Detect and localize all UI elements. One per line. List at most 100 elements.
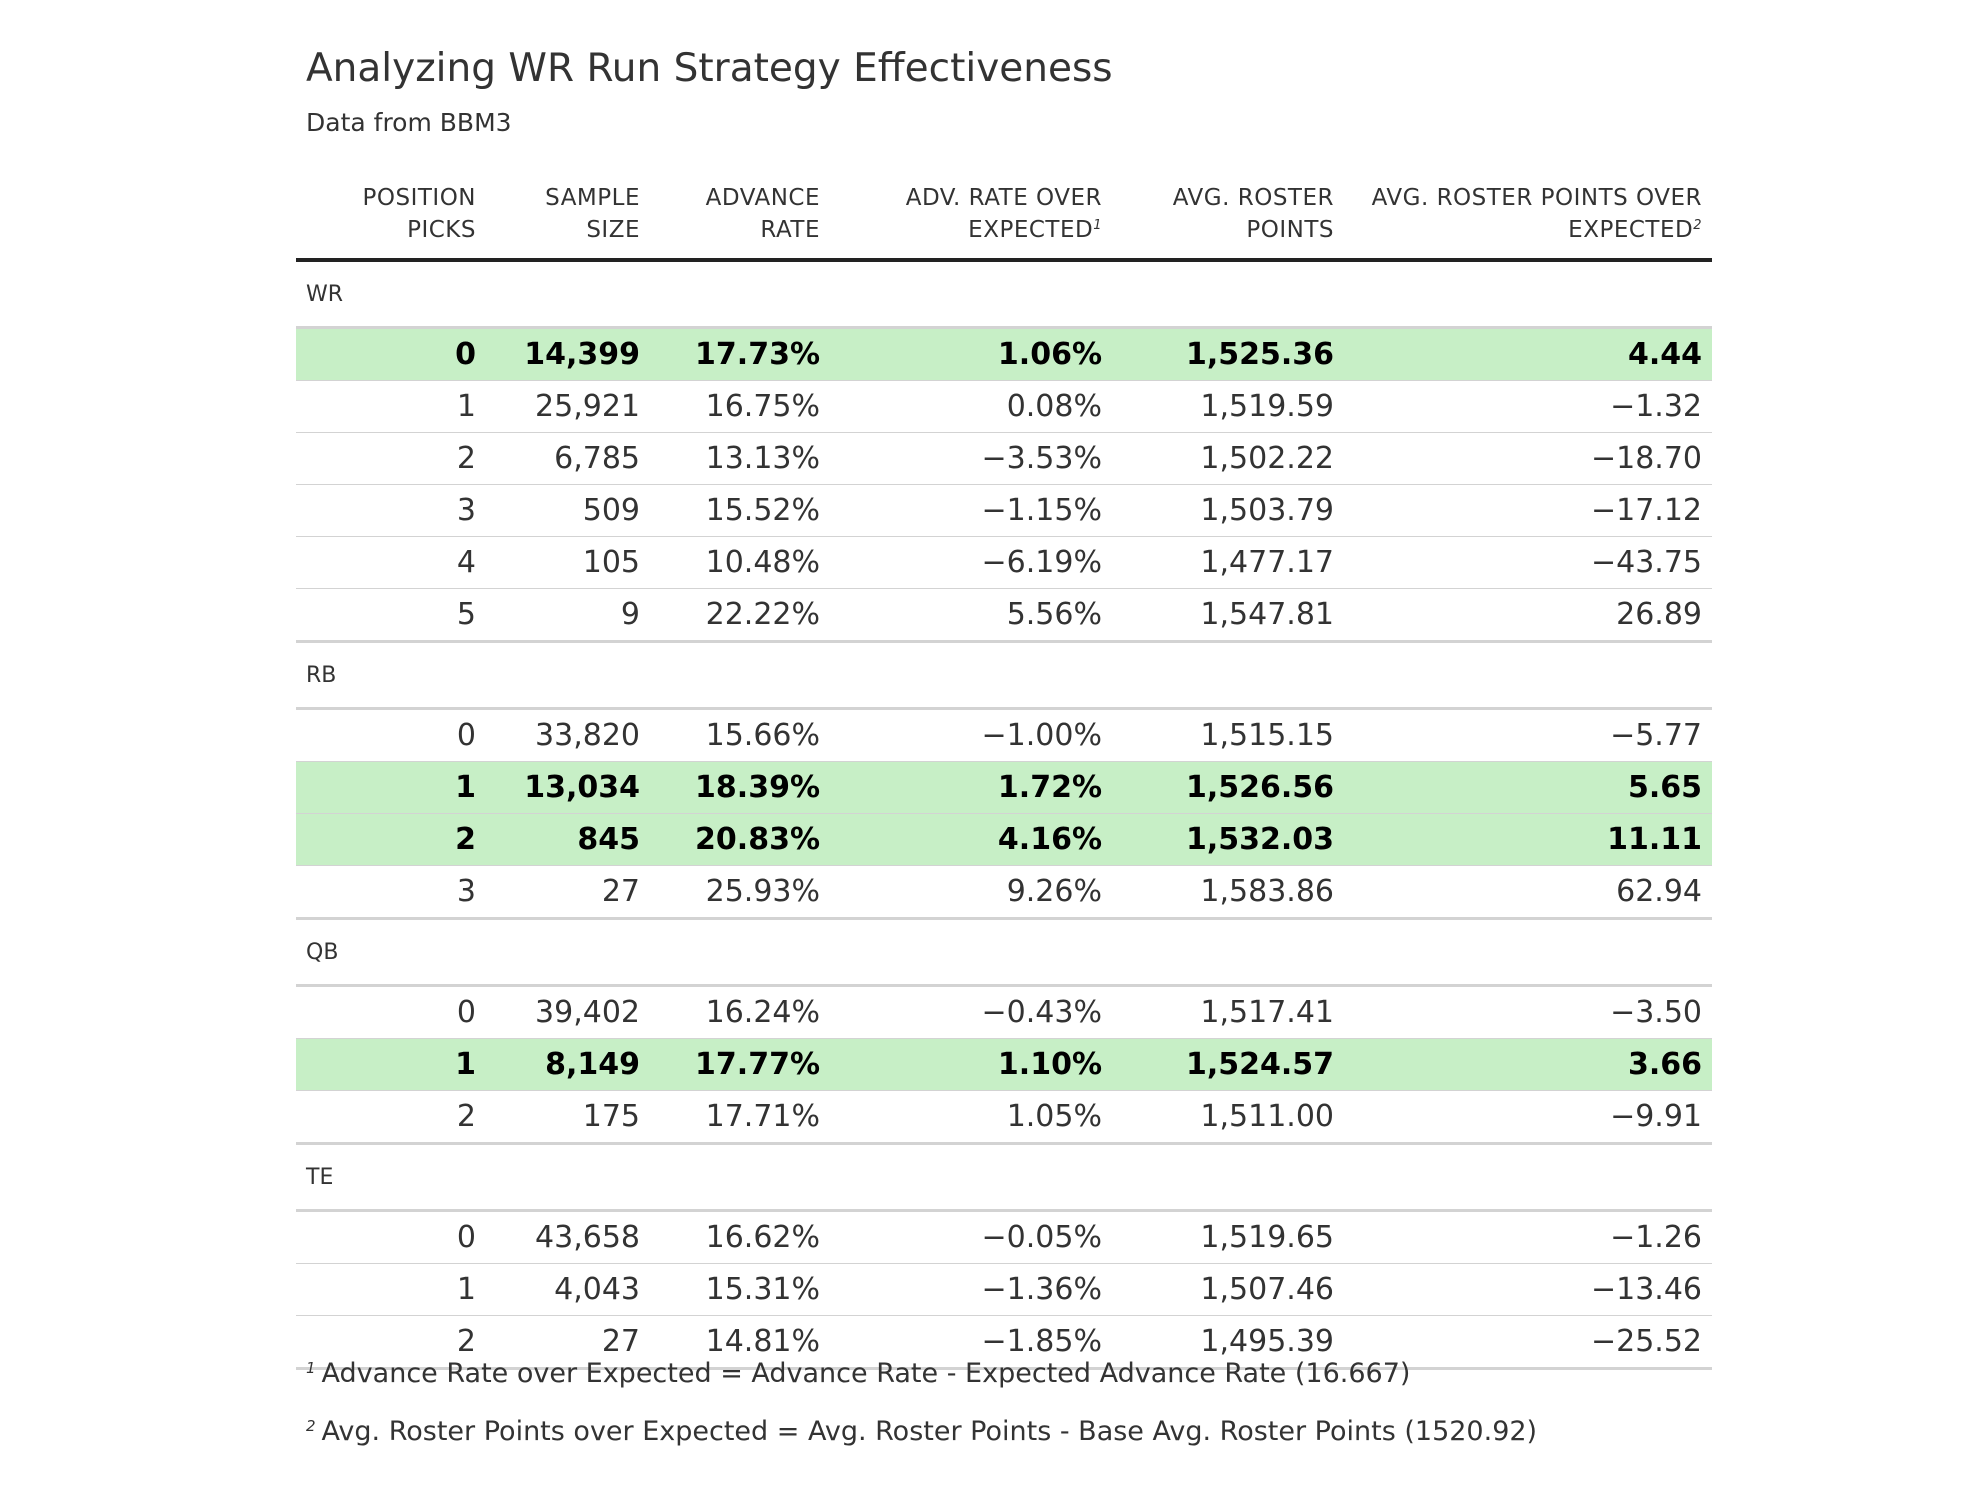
group-row: RB [296,641,1712,710]
avg-roster-points-over-expected-cell: −5.77 [1344,708,1712,762]
avg-roster-points-cell: 1,547.81 [1112,588,1344,643]
advance-rate-cell: 15.52% [650,484,830,537]
adv-rate-over-expected-cell: −1.00% [830,708,1112,762]
strategy-table: POSITION PICKS SAMPLE SIZE ADVANCE RATE ADV. R… [296,182,1712,1370]
adv-rate-over-expected-cell: 1.72% [830,761,1112,814]
table-body: WR 0 14,399 17.73% 1.06% 1,525.36 4.44 1 25,921 1… [296,260,1712,1370]
adv-rate-over-expected-cell: 1.10% [830,1038,1112,1091]
avg-roster-points-over-expected-cell: 4.44 [1344,327,1712,381]
column-header: AVG. ROSTER POINTS [1112,182,1344,262]
table-row: 0 43,658 16.62% −0.05% 1,519.65 −1.26 [296,1210,1712,1264]
footnote-marker: 2 [1693,218,1702,233]
column-header-line2: RATE [760,217,820,243]
advance-rate-cell: 10.48% [650,536,830,589]
avg-roster-points-cell: 1,525.36 [1112,327,1344,381]
sample-size-cell: 25,921 [486,380,650,433]
avg-roster-points-over-expected-cell: 5.65 [1344,761,1712,814]
sample-size-cell: 27 [486,1315,650,1370]
position-picks-cell: 0 [296,327,486,381]
column-header-line1: AVG. ROSTER [1172,185,1334,211]
sample-size-cell: 845 [486,813,650,866]
advance-rate-cell: 13.13% [650,432,830,485]
column-header-line2: EXPECTED [968,217,1094,243]
table-header: POSITION PICKS SAMPLE SIZE ADVANCE RATE ADV. R… [296,182,1712,262]
avg-roster-points-cell: 1,583.86 [1112,865,1344,920]
footnotes: 1 Advance Rate over Expected = Advance Ra… [306,1358,1537,1474]
column-header-line1: ADV. RATE OVER [905,185,1102,211]
column-header: POSITION PICKS [296,182,486,262]
column-header: AVG. ROSTER POINTS OVER EXPECTED2 [1344,182,1712,262]
adv-rate-over-expected-cell: −1.36% [830,1263,1112,1316]
position-picks-cell: 3 [296,484,486,537]
adv-rate-over-expected-cell: 1.05% [830,1090,1112,1145]
table-row-highlighted: 1 13,034 18.39% 1.72% 1,526.56 5.65 [296,761,1712,814]
table-row: 0 39,402 16.24% −0.43% 1,517.41 −3.50 [296,985,1712,1039]
avg-roster-points-cell: 1,477.17 [1112,536,1344,589]
avg-roster-points-cell: 1,524.57 [1112,1038,1344,1091]
group-label: RB [296,641,1712,710]
avg-roster-points-over-expected-cell: −18.70 [1344,432,1712,485]
advance-rate-cell: 16.24% [650,985,830,1039]
adv-rate-over-expected-cell: 5.56% [830,588,1112,643]
sample-size-cell: 105 [486,536,650,589]
avg-roster-points-cell: 1,519.65 [1112,1210,1344,1264]
column-header-line1: ADVANCE [705,185,820,211]
position-picks-cell: 1 [296,380,486,433]
footnote-marker: 1 [1093,218,1102,233]
column-header-line2: SIZE [586,217,640,243]
column-header-line1: AVG. ROSTER POINTS OVER [1371,185,1702,211]
sample-size-cell: 33,820 [486,708,650,762]
advance-rate-cell: 17.77% [650,1038,830,1091]
advance-rate-cell: 15.66% [650,708,830,762]
avg-roster-points-over-expected-cell: −25.52 [1344,1315,1712,1370]
group-row: QB [296,918,1712,987]
column-header-line2: EXPECTED [1568,217,1694,243]
group-label: TE [296,1143,1712,1212]
position-picks-cell: 0 [296,1210,486,1264]
column-header: SAMPLE SIZE [486,182,650,262]
sample-size-cell: 8,149 [486,1038,650,1091]
column-header-line1: SAMPLE [545,185,640,211]
table-row: 2 175 17.71% 1.05% 1,511.00 −9.91 [296,1090,1712,1145]
advance-rate-cell: 16.62% [650,1210,830,1264]
position-picks-cell: 2 [296,432,486,485]
footnote-mark: 1 [306,1359,316,1377]
position-picks-cell: 1 [296,761,486,814]
group-label: WR [296,260,1712,329]
position-picks-cell: 0 [296,985,486,1039]
avg-roster-points-cell: 1,517.41 [1112,985,1344,1039]
advance-rate-cell: 22.22% [650,588,830,643]
advance-rate-cell: 15.31% [650,1263,830,1316]
avg-roster-points-over-expected-cell: 62.94 [1344,865,1712,920]
avg-roster-points-cell: 1,526.56 [1112,761,1344,814]
table-row: 1 25,921 16.75% 0.08% 1,519.59 −1.32 [296,380,1712,433]
avg-roster-points-cell: 1,515.15 [1112,708,1344,762]
footnote-text: Avg. Roster Points over Expected = Avg. … [321,1416,1538,1447]
avg-roster-points-cell: 1,511.00 [1112,1090,1344,1145]
table-row-highlighted: 2 845 20.83% 4.16% 1,532.03 11.11 [296,813,1712,866]
position-picks-cell: 2 [296,813,486,866]
advance-rate-cell: 17.71% [650,1090,830,1145]
sample-size-cell: 27 [486,865,650,920]
table-subtitle: Data from BBM3 [306,108,512,137]
group-label: QB [296,918,1712,987]
table-row: 0 33,820 15.66% −1.00% 1,515.15 −5.77 [296,708,1712,762]
sample-size-cell: 43,658 [486,1210,650,1264]
adv-rate-over-expected-cell: 0.08% [830,380,1112,433]
column-header: ADV. RATE OVER EXPECTED1 [830,182,1112,262]
table-row: 3 509 15.52% −1.15% 1,503.79 −17.12 [296,484,1712,537]
advance-rate-cell: 17.73% [650,327,830,381]
table-row-highlighted: 0 14,399 17.73% 1.06% 1,525.36 4.44 [296,327,1712,381]
footnote: 2 Avg. Roster Points over Expected = Avg.… [306,1416,1537,1474]
avg-roster-points-over-expected-cell: 11.11 [1344,813,1712,866]
sample-size-cell: 14,399 [486,327,650,381]
avg-roster-points-over-expected-cell: −1.26 [1344,1210,1712,1264]
adv-rate-over-expected-cell: −1.85% [830,1315,1112,1370]
adv-rate-over-expected-cell: 9.26% [830,865,1112,920]
advance-rate-cell: 20.83% [650,813,830,866]
position-picks-cell: 2 [296,1090,486,1145]
avg-roster-points-over-expected-cell: −9.91 [1344,1090,1712,1145]
advance-rate-cell: 14.81% [650,1315,830,1370]
adv-rate-over-expected-cell: 4.16% [830,813,1112,866]
avg-roster-points-over-expected-cell: 3.66 [1344,1038,1712,1091]
